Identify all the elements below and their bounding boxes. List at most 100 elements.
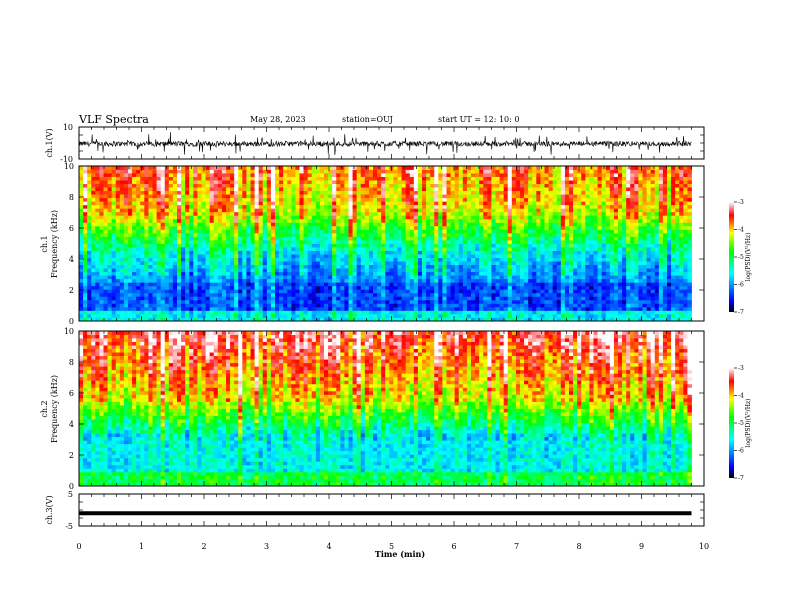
spectrogram-cell <box>193 194 198 199</box>
spectrogram-cell <box>205 310 211 315</box>
spectrogram-cell <box>532 211 537 216</box>
spectrogram-cell <box>524 183 529 188</box>
spectrogram-cell <box>156 285 162 290</box>
spectrogram-cell <box>189 303 194 308</box>
spectrogram-cell <box>438 169 443 174</box>
spectrogram-cell <box>189 271 194 276</box>
spectrogram-cell <box>242 232 247 237</box>
spectrogram-cell <box>524 261 529 266</box>
spectrogram-cell <box>140 232 145 237</box>
spectrogram-cell <box>364 208 370 213</box>
spectrogram-cell <box>340 225 345 230</box>
spectrogram-cell <box>385 166 390 170</box>
spectrogram-cell <box>528 250 533 255</box>
spectrogram-cell <box>434 225 439 230</box>
spectrogram-cell <box>446 271 451 276</box>
spectrogram-cell <box>409 176 415 181</box>
spectrogram-cell <box>422 243 427 248</box>
spectrogram-cell <box>462 271 468 276</box>
spectrogram-cell <box>226 275 231 280</box>
spectrogram-cell <box>197 289 202 294</box>
spectrogram-cell <box>295 257 300 262</box>
spectrogram-cell <box>148 166 153 170</box>
spectrogram-cell <box>283 215 288 220</box>
spectrogram-cell <box>83 183 88 188</box>
spectrogram-cell <box>430 180 435 185</box>
spectrogram-cell <box>324 215 329 220</box>
spectrogram-cell <box>95 197 100 202</box>
spectrogram-cell <box>99 282 104 287</box>
spectrogram-cell <box>393 264 398 269</box>
spectrogram-cell <box>515 190 521 195</box>
spectrogram-cell <box>524 201 529 206</box>
spectrogram-cell <box>79 201 84 206</box>
spectrogram-cell <box>491 250 496 255</box>
spectrogram-cell <box>393 257 398 262</box>
spectrogram-cell <box>401 225 407 230</box>
spectrogram-cell <box>373 254 378 258</box>
spectrogram-cell <box>413 187 419 192</box>
spectrogram-cell <box>270 183 276 188</box>
spectrogram-cell <box>283 222 288 227</box>
spectrogram-cell <box>426 222 431 227</box>
spectrogram-cell <box>185 229 190 234</box>
spectrogram-cell <box>221 239 227 244</box>
spectrogram-cell <box>172 254 178 258</box>
spectrogram-cell <box>315 218 321 223</box>
spectrogram-cell <box>123 201 129 206</box>
spectrogram-cell <box>83 289 88 294</box>
spectrogram-cell <box>352 254 358 258</box>
spectrogram-cell <box>291 278 296 283</box>
spectrogram-cell <box>405 201 411 206</box>
spectrogram-cell <box>507 176 513 181</box>
spectrogram-cell <box>152 173 157 177</box>
spectrogram-cell <box>336 225 341 230</box>
spectrogram-cell <box>283 239 288 244</box>
spectrogram-cell <box>446 218 451 223</box>
spectrogram-cell <box>332 211 337 216</box>
spectrogram-cell <box>279 261 284 266</box>
spectrogram-cell <box>401 275 407 280</box>
spectrogram-cell <box>332 278 337 283</box>
spectrogram-cell <box>160 204 166 209</box>
spectrogram-cell <box>213 278 219 283</box>
spectrogram-cell <box>262 264 268 269</box>
spectrogram-cell <box>352 313 358 318</box>
spectrogram-cell <box>417 225 423 230</box>
spectrogram-cell <box>413 180 419 185</box>
spectrogram-cell <box>401 282 407 287</box>
spectrogram-cell <box>360 225 366 230</box>
spectrogram-cell <box>409 211 415 216</box>
spectrogram-cell <box>328 264 333 269</box>
spectrogram-cell <box>209 303 215 308</box>
spectrogram-cell <box>422 313 427 318</box>
spectrogram-cell <box>119 257 125 262</box>
spectrogram-cell <box>226 257 231 262</box>
spectrogram-cell <box>250 197 255 202</box>
spectrogram-cell <box>511 254 517 258</box>
spectrogram-cell <box>377 218 382 223</box>
spectrogram-cell <box>348 208 353 213</box>
spectrogram-cell <box>193 292 198 297</box>
spectrogram-cell <box>156 204 162 209</box>
spectrogram-cell <box>270 194 276 199</box>
spectrogram-cell <box>434 173 439 177</box>
spectrogram-cell <box>201 250 206 255</box>
spectrogram-cell <box>479 232 484 237</box>
spectrogram-cell <box>213 173 219 177</box>
spectrogram-cell <box>385 229 390 234</box>
spectrogram-cell <box>148 257 153 262</box>
spectrogram-cell <box>254 292 260 297</box>
spectrogram-cell <box>368 194 374 199</box>
spectrogram-cell <box>119 222 125 227</box>
spectrogram-cell <box>466 271 472 276</box>
spectrogram-cell <box>83 261 88 266</box>
spectrogram-cell <box>462 190 468 195</box>
spectrogram-cell <box>177 299 182 304</box>
spectrogram-cell <box>132 289 137 294</box>
spectrogram-cell <box>189 201 194 206</box>
spectrogram-cell <box>430 289 435 294</box>
spectrogram-cell <box>356 208 362 213</box>
spectrogram-cell <box>111 180 117 185</box>
spectrogram-cell <box>303 261 309 266</box>
